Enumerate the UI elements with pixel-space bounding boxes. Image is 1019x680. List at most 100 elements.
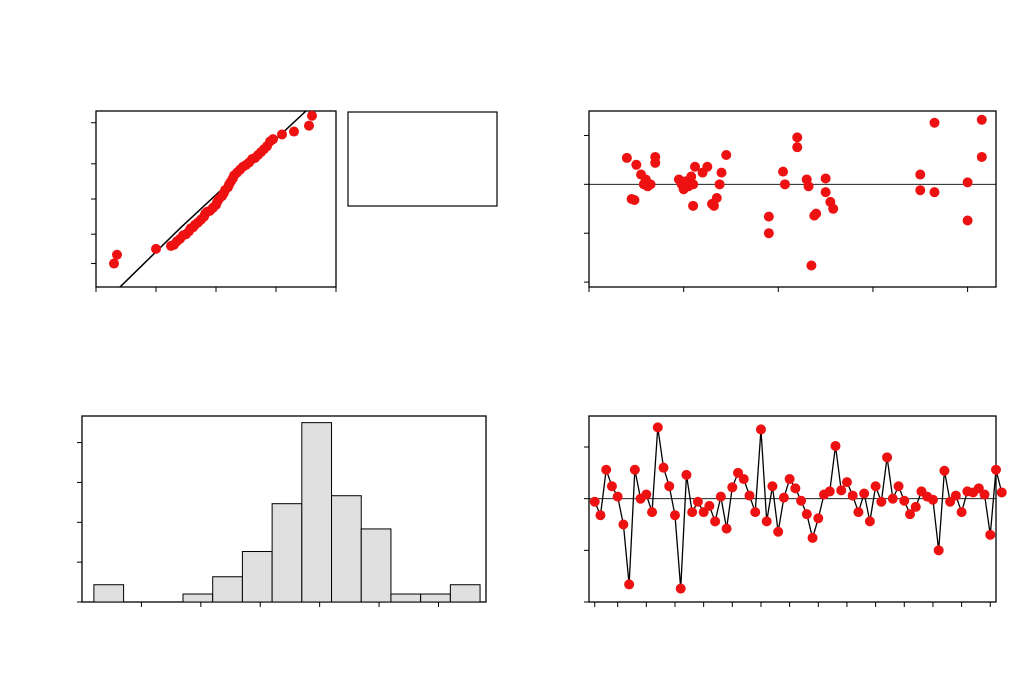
normal-probability-panel	[91, 110, 337, 292]
histogram-bar	[449, 584, 481, 603]
data-point	[595, 510, 606, 521]
data-point	[811, 208, 822, 219]
data-point	[277, 129, 287, 140]
data-point	[710, 516, 721, 527]
histogram-bar	[301, 422, 333, 603]
data-point	[744, 490, 755, 501]
residuals-vs-fits-panel	[584, 110, 997, 292]
data-point	[801, 509, 812, 520]
data-point	[915, 185, 926, 196]
data-point	[763, 211, 774, 222]
data-point	[779, 179, 790, 190]
data-point	[778, 492, 789, 503]
data-point	[803, 181, 814, 192]
data-point	[915, 169, 926, 180]
data-point	[686, 171, 697, 182]
data-point	[675, 583, 686, 594]
data-point	[687, 507, 698, 518]
data-point	[681, 469, 692, 480]
data-point	[621, 152, 632, 163]
data-point	[629, 194, 640, 205]
histogram-bar	[93, 584, 125, 603]
data-point	[761, 516, 772, 527]
data-point	[738, 474, 749, 485]
data-point	[629, 464, 640, 475]
data-point	[796, 495, 807, 506]
data-point	[702, 161, 713, 172]
data-point	[976, 114, 987, 125]
histogram-bar	[390, 593, 422, 603]
data-point	[929, 117, 940, 128]
data-point	[641, 489, 652, 500]
data-point	[763, 228, 774, 239]
data-point	[690, 161, 701, 172]
data-point	[650, 157, 661, 168]
data-point	[939, 465, 950, 476]
data-point	[806, 260, 817, 271]
data-point	[618, 519, 629, 530]
data-point	[716, 167, 727, 178]
data-point	[830, 440, 841, 451]
data-point	[692, 496, 703, 507]
data-point	[824, 486, 835, 497]
data-point	[647, 507, 658, 518]
histogram-bar	[331, 495, 362, 603]
data-point	[910, 501, 921, 512]
data-point	[711, 193, 722, 204]
data-point	[688, 179, 699, 190]
data-point	[927, 494, 938, 505]
data-point	[631, 159, 642, 170]
data-point	[950, 490, 961, 501]
histogram-bar	[212, 576, 243, 603]
data-point	[109, 258, 119, 269]
data-point	[790, 483, 801, 494]
data-point	[773, 526, 784, 537]
data-point	[601, 464, 612, 475]
residuals-vs-order-panel	[584, 415, 1007, 607]
data-point	[151, 243, 161, 254]
data-point	[853, 507, 864, 518]
data-point	[847, 490, 858, 501]
data-point	[721, 523, 732, 534]
data-point	[991, 464, 1001, 475]
data-point	[268, 134, 278, 145]
data-point	[612, 491, 623, 502]
data-point	[882, 452, 893, 463]
data-point	[750, 507, 761, 518]
histogram-bar	[271, 503, 303, 603]
data-point	[996, 487, 1007, 498]
data-point	[664, 481, 675, 492]
data-point	[727, 482, 738, 493]
data-point	[307, 110, 317, 121]
data-point	[864, 516, 875, 527]
data-point	[784, 474, 795, 485]
data-point	[905, 509, 916, 520]
plot-frame	[588, 415, 997, 603]
data-point	[721, 150, 732, 160]
data-point	[112, 249, 122, 260]
data-point	[807, 532, 818, 543]
data-point	[841, 477, 852, 488]
data-point	[778, 166, 789, 177]
data-point	[289, 126, 299, 137]
data-point	[714, 179, 725, 190]
data-point	[715, 491, 726, 502]
data-point	[606, 481, 617, 492]
plot-frame	[588, 110, 997, 288]
data-point	[976, 151, 987, 162]
data-point	[767, 481, 778, 492]
data-point	[899, 495, 910, 506]
data-point	[708, 200, 719, 211]
data-point	[792, 132, 803, 143]
data-point	[304, 120, 314, 131]
info-box	[347, 111, 498, 207]
data-point	[893, 481, 904, 492]
data-point	[792, 142, 803, 153]
data-point	[956, 507, 967, 518]
data-point	[962, 177, 973, 188]
data-point	[688, 200, 699, 211]
histogram-bar	[420, 593, 451, 603]
data-point	[755, 424, 766, 435]
histogram-panel	[77, 415, 487, 607]
data-point	[813, 513, 824, 524]
